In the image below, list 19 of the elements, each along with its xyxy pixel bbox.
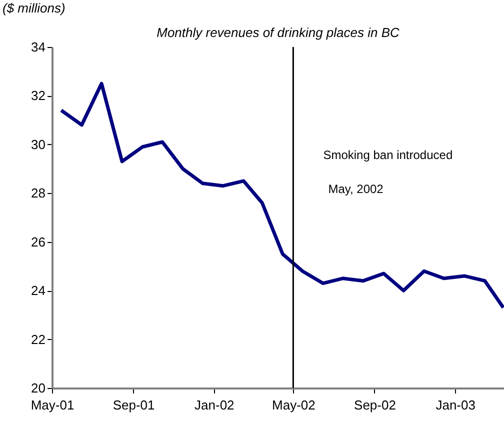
y-tick-label: 32	[31, 88, 46, 104]
x-tick-label: Sep-02	[354, 398, 396, 412]
x-tick-label: May-01	[30, 398, 74, 412]
x-tick-label: Jan-03	[436, 398, 476, 412]
y-tick-label: 24	[31, 283, 46, 298]
ref-line-label: Smoking ban introduced	[323, 148, 453, 162]
line-series	[60, 82, 504, 310]
y-tick-label: 30	[31, 136, 46, 152]
y-tick-label: 22	[31, 332, 46, 347]
y-axis-title: ($ millions)	[2, 0, 66, 16]
chart-title: Monthly revenues of drinking places in BC	[156, 25, 400, 40]
y-tick-label: 34	[31, 40, 46, 54]
y-tick-label: 20	[31, 380, 46, 396]
x-tick-label: Jan-02	[194, 398, 234, 412]
y-tick-label: 28	[31, 186, 46, 201]
x-tick-label: May-02	[272, 398, 316, 412]
x-tick-label: Sep-01	[112, 398, 155, 412]
y-tick-label: 26	[31, 234, 46, 250]
annotation: May, 2002	[328, 182, 384, 196]
